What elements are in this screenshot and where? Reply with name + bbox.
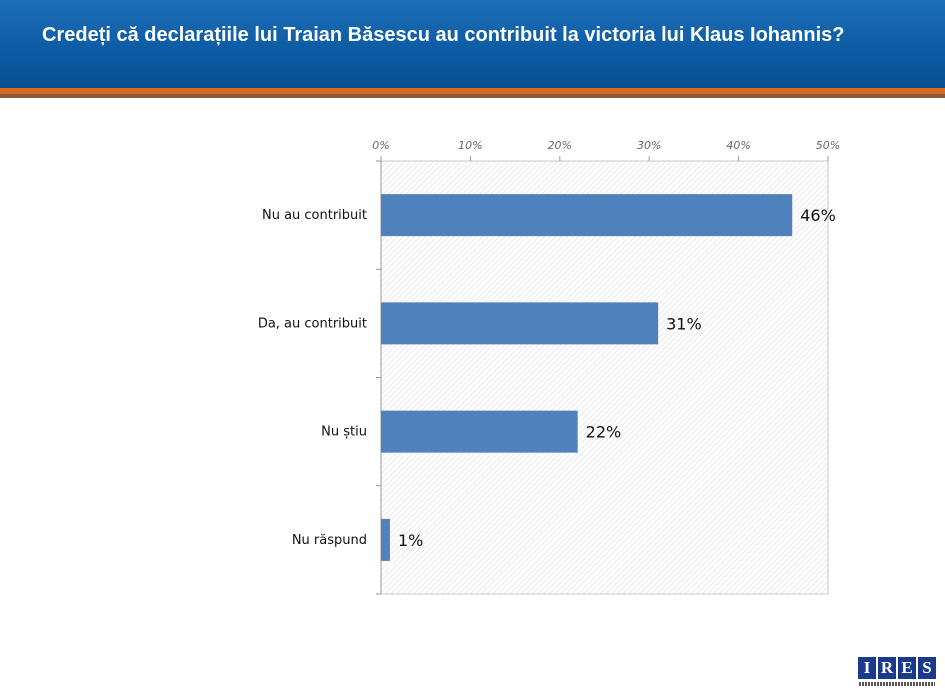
header-stripe-orange [0,88,945,94]
logo-letter: S [918,657,936,679]
logo-letter: E [898,657,916,679]
category-label: Nu știu [321,425,367,440]
data-label: 1% [398,531,423,550]
title-bar [0,0,945,88]
bar [381,518,390,561]
category-label: Nu răspund [292,533,367,548]
header-stripe-brown [0,94,945,98]
data-label: 31% [666,314,702,333]
x-tick-label: 40% [726,139,750,152]
data-label: 46% [800,206,836,225]
category-label: Nu au contribuit [262,208,367,223]
x-tick-label: 50% [816,139,840,152]
logo-subtitle-line [859,682,935,686]
page-title: Credeți că declarațiile lui Traian Băses… [42,24,845,46]
ires-logo: I R E S [857,657,937,691]
x-tick-label: 0% [372,139,389,152]
bar [381,194,793,237]
logo-letter: I [858,657,876,679]
bar [381,302,659,345]
x-tick-label: 20% [548,139,572,152]
x-tick-label: 10% [458,139,482,152]
logo-letter: R [878,657,896,679]
x-tick-label: 30% [637,139,661,152]
data-label: 22% [586,423,622,442]
category-label: Da, au contribuit [258,316,367,331]
bar [381,410,578,453]
